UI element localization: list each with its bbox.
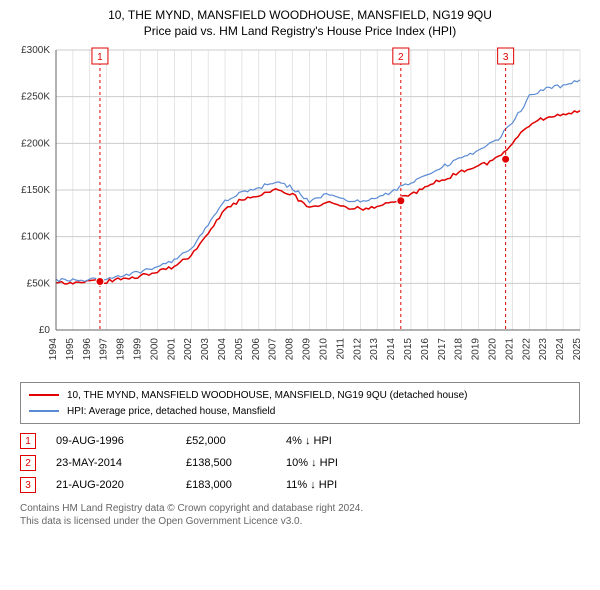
legend-swatch-property	[29, 394, 59, 396]
svg-text:£300K: £300K	[21, 45, 50, 56]
marker-badge-1: 1	[20, 433, 36, 449]
svg-text:1: 1	[97, 52, 103, 63]
svg-text:2013: 2013	[369, 338, 380, 361]
legend-label-property: 10, THE MYND, MANSFIELD WOODHOUSE, MANSF…	[67, 390, 467, 401]
svg-text:2: 2	[398, 52, 404, 63]
svg-text:£100K: £100K	[21, 232, 50, 243]
chart-svg: £0 £50K £100K £150K £200K £250K £300K 1994 1995 1…	[10, 44, 590, 374]
svg-text:£50K: £50K	[27, 278, 51, 289]
title-subtitle: Price paid vs. HM Land Registry's House …	[10, 24, 590, 38]
svg-text:£250K: £250K	[21, 92, 50, 103]
legend-box: 10, THE MYND, MANSFIELD WOODHOUSE, MANSF…	[20, 382, 580, 424]
svg-text:2008: 2008	[285, 338, 296, 361]
svg-text:2020: 2020	[487, 338, 498, 361]
svg-text:2014: 2014	[386, 338, 397, 361]
svg-text:£200K: £200K	[21, 138, 50, 149]
title-address: 10, THE MYND, MANSFIELD WOODHOUSE, MANSF…	[10, 8, 590, 22]
footer-line2: This data is licensed under the Open Gov…	[20, 515, 580, 528]
svg-text:2007: 2007	[268, 338, 279, 361]
marker-pct-2: 10% ↓ HPI	[286, 457, 406, 469]
legend-row-hpi: HPI: Average price, detached house, Mans…	[29, 403, 571, 419]
svg-text:2010: 2010	[318, 338, 329, 361]
svg-text:2016: 2016	[420, 338, 431, 361]
marker-row-3: 3 21-AUG-2020 £183,000 11% ↓ HPI	[20, 474, 580, 496]
svg-text:£0: £0	[39, 325, 51, 336]
svg-text:1997: 1997	[99, 338, 110, 361]
marker-price-2: £138,500	[186, 457, 286, 469]
marker-table: 1 09-AUG-1996 £52,000 4% ↓ HPI 2 23-MAY-…	[20, 430, 580, 496]
svg-text:1999: 1999	[133, 338, 144, 361]
svg-text:2025: 2025	[572, 338, 583, 361]
svg-text:2009: 2009	[302, 338, 313, 361]
svg-text:2015: 2015	[403, 338, 414, 361]
svg-text:2011: 2011	[335, 338, 346, 360]
svg-text:2021: 2021	[504, 338, 515, 361]
svg-text:2006: 2006	[251, 338, 262, 361]
svg-text:2004: 2004	[217, 338, 228, 361]
marker-badge-2: 2	[20, 455, 36, 471]
svg-text:£150K: £150K	[21, 185, 50, 196]
marker-row-2: 2 23-MAY-2014 £138,500 10% ↓ HPI	[20, 452, 580, 474]
svg-text:2018: 2018	[454, 338, 465, 361]
marker-price-1: £52,000	[186, 435, 286, 447]
marker-pct-1: 4% ↓ HPI	[286, 435, 406, 447]
svg-text:2019: 2019	[471, 338, 482, 361]
footer-attribution: Contains HM Land Registry data © Crown c…	[20, 502, 580, 528]
marker-price-3: £183,000	[186, 479, 286, 491]
svg-text:2003: 2003	[200, 338, 211, 361]
svg-text:1995: 1995	[65, 338, 76, 361]
svg-text:2002: 2002	[183, 338, 194, 361]
svg-text:2022: 2022	[521, 338, 532, 361]
marker-date-2: 23-MAY-2014	[56, 457, 186, 469]
svg-text:2023: 2023	[538, 338, 549, 361]
svg-text:2012: 2012	[352, 338, 363, 361]
legend-swatch-hpi	[29, 410, 59, 412]
svg-text:2024: 2024	[555, 338, 566, 361]
svg-text:1998: 1998	[116, 338, 127, 361]
marker-date-3: 21-AUG-2020	[56, 479, 186, 491]
legend-label-hpi: HPI: Average price, detached house, Mans…	[67, 406, 275, 417]
svg-text:2000: 2000	[149, 338, 160, 361]
svg-text:1996: 1996	[82, 338, 93, 361]
footer-line1: Contains HM Land Registry data © Crown c…	[20, 502, 580, 515]
marker-row-1: 1 09-AUG-1996 £52,000 4% ↓ HPI	[20, 430, 580, 452]
svg-text:1994: 1994	[48, 338, 59, 361]
svg-text:2017: 2017	[437, 338, 448, 361]
title-block: 10, THE MYND, MANSFIELD WOODHOUSE, MANSF…	[10, 8, 590, 38]
svg-text:3: 3	[503, 52, 509, 63]
marker-badge-3: 3	[20, 477, 36, 493]
svg-text:2005: 2005	[234, 338, 245, 361]
marker-pct-3: 11% ↓ HPI	[286, 479, 406, 491]
chart-container: 10, THE MYND, MANSFIELD WOODHOUSE, MANSF…	[0, 0, 600, 590]
legend-row-property: 10, THE MYND, MANSFIELD WOODHOUSE, MANSF…	[29, 387, 571, 403]
chart-area: £0 £50K £100K £150K £200K £250K £300K 1994 1995 1…	[10, 44, 590, 374]
marker-date-1: 09-AUG-1996	[56, 435, 186, 447]
svg-text:2001: 2001	[166, 338, 177, 361]
